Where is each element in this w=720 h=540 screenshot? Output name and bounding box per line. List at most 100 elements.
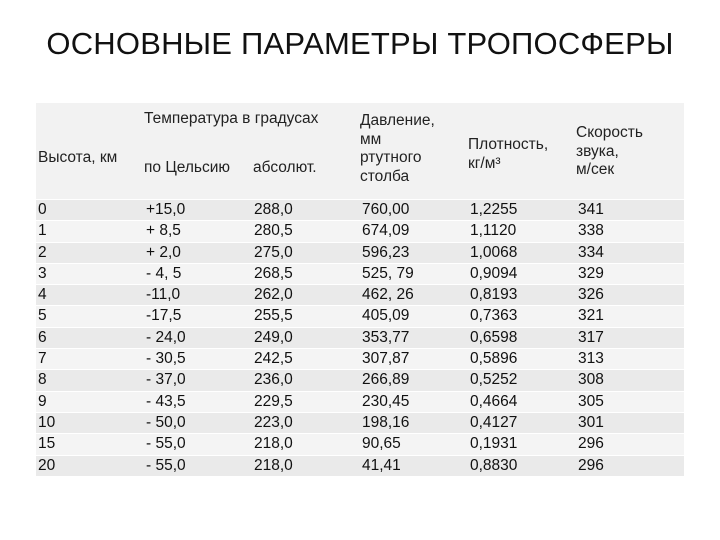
absolute-cell: 218,0 [254, 456, 293, 474]
absolute-cell: 223,0 [254, 413, 293, 431]
table-row: 20 - 55,0 218,0 41,41 0,8830 296 [36, 454, 684, 476]
density-cell: 0,5896 [470, 350, 518, 368]
table-row: 9 - 43,5 229,5 230,45 0,4664 305 [36, 390, 684, 412]
absolute-cell: 249,0 [254, 328, 293, 346]
pressure-cell: 462, 26 [362, 286, 414, 304]
table-row: 4 -11,0 262,0 462, 26 0,8193 326 [36, 284, 684, 306]
pressure-cell: 760,00 [362, 201, 410, 218]
density-cell: 0,8193 [470, 286, 518, 304]
sound-speed-cell: 305 [578, 392, 604, 410]
absolute-cell: 229,5 [254, 392, 293, 410]
sound-speed-cell: 326 [578, 286, 604, 304]
height-cell: 10 [38, 413, 56, 431]
sound-speed-cell: 338 [578, 222, 604, 240]
height-cell: 20 [38, 456, 56, 474]
celsius-cell: + 2,0 [146, 243, 181, 261]
celsius-cell: - 4, 5 [146, 264, 182, 282]
absolute-cell: 275,0 [254, 243, 293, 261]
pressure-cell: 41,41 [362, 456, 401, 474]
sound-speed-cell: 334 [578, 243, 604, 261]
pressure-cell: 674,09 [362, 222, 410, 240]
absolute-cell: 218,0 [254, 435, 293, 453]
pressure-cell: 230,45 [362, 392, 410, 410]
table-header: Высота, км Температура в градусах по Цел… [36, 103, 684, 199]
pressure-cell: 405,09 [362, 307, 410, 325]
absolute-cell: 255,5 [254, 307, 293, 325]
height-cell: 8 [38, 371, 47, 389]
absolute-cell: 268,5 [254, 264, 293, 282]
table-row: 0 +15,0 288,0 760,00 1,2255 341 [36, 199, 684, 221]
sound-speed-cell: 313 [578, 350, 604, 368]
table-row: 1 + 8,5 280,5 674,09 1,1120 338 [36, 220, 684, 242]
density-cell: 1,0068 [470, 243, 518, 261]
celsius-cell: - 55,0 [146, 456, 186, 474]
header-absolute: абсолют. [253, 159, 317, 176]
absolute-cell: 242,5 [254, 350, 293, 368]
celsius-cell: - 37,0 [146, 371, 186, 389]
table-row: 8 - 37,0 236,0 266,89 0,5252 308 [36, 369, 684, 391]
celsius-cell: - 55,0 [146, 435, 186, 453]
density-cell: 0,9094 [470, 264, 518, 282]
celsius-cell: +15,0 [146, 201, 186, 218]
height-cell: 4 [38, 286, 47, 304]
density-cell: 0,7363 [470, 307, 518, 325]
pressure-cell: 198,16 [362, 413, 410, 431]
density-cell: 0,4127 [470, 413, 518, 431]
height-cell: 1 [38, 222, 47, 240]
pressure-cell: 266,89 [362, 371, 410, 389]
sound-speed-cell: 296 [578, 435, 604, 453]
absolute-cell: 288,0 [254, 201, 293, 218]
height-cell: 2 [38, 243, 47, 261]
height-cell: 3 [38, 264, 47, 282]
sound-speed-cell: 329 [578, 264, 604, 282]
celsius-cell: -17,5 [146, 307, 182, 325]
table-row: 15 - 55,0 218,0 90,65 0,1931 296 [36, 433, 684, 455]
height-cell: 5 [38, 307, 47, 325]
sound-speed-cell: 296 [578, 456, 604, 474]
celsius-cell: - 30,5 [146, 350, 186, 368]
header-celsius: по Цельсию [144, 159, 231, 176]
header-density: Плотность, кг/м³ [468, 136, 549, 172]
density-cell: 0,1931 [470, 435, 518, 453]
celsius-cell: - 50,0 [146, 413, 186, 431]
table-row: 10 - 50,0 223,0 198,16 0,4127 301 [36, 411, 684, 434]
table-row: 5 -17,5 255,5 405,09 0,7363 321 [36, 305, 684, 327]
celsius-cell: - 24,0 [146, 328, 186, 346]
sound-speed-cell: 301 [578, 413, 604, 431]
sound-speed-cell: 317 [578, 328, 604, 346]
absolute-cell: 236,0 [254, 371, 293, 389]
height-cell: 6 [38, 328, 47, 346]
page-title: ОСНОВНЫЕ ПАРАМЕТРЫ ТРОПОСФЕРЫ [46, 26, 674, 61]
density-cell: 1,2255 [470, 201, 518, 218]
table-row: 3 - 4, 5 268,5 525, 79 0,9094 329 [36, 262, 684, 285]
pressure-cell: 596,23 [362, 243, 410, 261]
pressure-cell: 307,87 [362, 350, 410, 368]
density-cell: 0,4664 [470, 392, 518, 410]
celsius-cell: -11,0 [146, 286, 181, 304]
celsius-cell: + 8,5 [146, 222, 181, 240]
celsius-cell: - 43,5 [146, 392, 186, 410]
header-temperature-group: Температура в градусах [144, 110, 319, 127]
absolute-cell: 280,5 [254, 222, 293, 240]
table-row: 6 - 24,0 249,0 353,77 0,6598 317 [36, 326, 684, 349]
density-cell: 0,8830 [470, 456, 518, 474]
pressure-cell: 90,65 [362, 435, 401, 453]
sound-speed-cell: 341 [578, 201, 604, 218]
height-cell: 0 [38, 201, 47, 218]
pressure-cell: 353,77 [362, 328, 410, 346]
height-cell: 7 [38, 350, 47, 368]
density-cell: 1,1120 [470, 222, 517, 240]
header-sound-speed: Скорость звука, м/сек [576, 124, 643, 179]
sound-speed-cell: 321 [578, 307, 604, 325]
density-cell: 0,6598 [470, 328, 518, 346]
table-body: 0 +15,0 288,0 760,00 1,2255 341 1 + 8,5 280,5 674… [36, 199, 684, 476]
height-cell: 15 [38, 435, 56, 453]
table-row: 7 - 30,5 242,5 307,87 0,5896 313 [36, 348, 684, 370]
absolute-cell: 262,0 [254, 286, 293, 304]
pressure-cell: 525, 79 [362, 264, 414, 282]
table-row: 2 + 2,0 275,0 596,23 1,0068 334 [36, 241, 684, 263]
density-cell: 0,5252 [470, 371, 518, 389]
height-cell: 9 [38, 392, 47, 410]
header-pressure: Давление, мм ртутного столба [360, 112, 435, 185]
header-height: Высота, км [38, 149, 118, 166]
